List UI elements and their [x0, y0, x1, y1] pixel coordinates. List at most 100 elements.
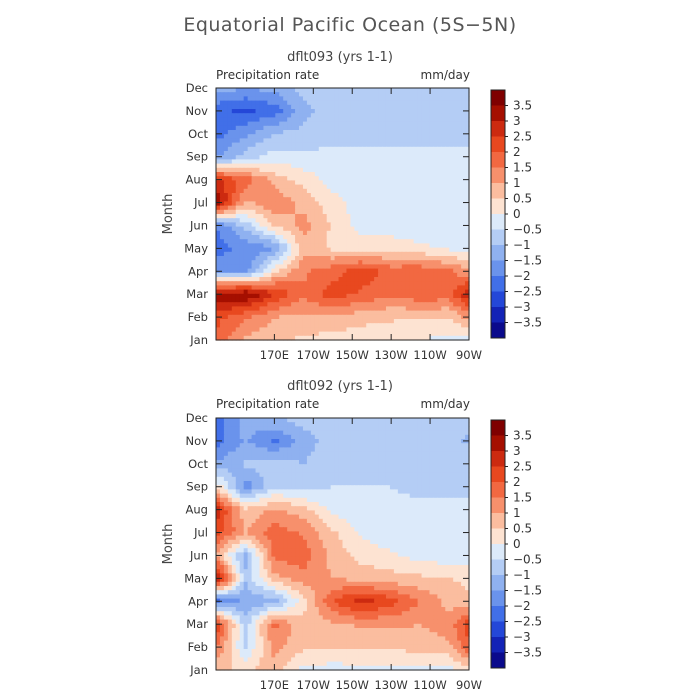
heatmap-cell — [342, 104, 348, 110]
heatmap-cell — [358, 184, 363, 190]
heatmap-cell — [239, 146, 245, 152]
heatmap-cell — [243, 298, 249, 303]
heatmap-cell — [457, 197, 462, 202]
heatmap-cell — [397, 335, 403, 341]
heatmap-cell — [302, 481, 308, 486]
heatmap-cell — [350, 272, 355, 278]
heatmap-cell — [279, 226, 284, 232]
heatmap-cell — [216, 88, 221, 93]
heatmap-cell — [334, 256, 340, 261]
heatmap-cell — [306, 134, 312, 139]
heatmap-cell — [453, 310, 458, 316]
heatmap-cell — [401, 109, 407, 114]
heatmap-cell — [306, 205, 312, 211]
heatmap-cell — [441, 426, 446, 432]
heatmap-cell — [302, 272, 308, 278]
heatmap-cell — [457, 430, 462, 436]
heatmap-cell — [465, 96, 470, 102]
heatmap-cell — [235, 451, 241, 457]
heatmap-cell — [421, 218, 427, 223]
heatmap-cell — [271, 302, 276, 307]
heatmap-cell — [243, 130, 249, 135]
heatmap-cell — [429, 319, 435, 324]
heatmap-cell — [310, 481, 316, 486]
heatmap-cell — [216, 104, 221, 110]
heatmap-cell — [338, 104, 344, 110]
heatmap-cell — [247, 455, 253, 461]
heatmap-cell — [259, 163, 265, 169]
heatmap-cell — [385, 92, 391, 97]
heatmap-cell — [263, 176, 268, 181]
heatmap-cell — [219, 430, 225, 436]
heatmap-cell — [401, 180, 407, 186]
heatmap-cell — [457, 134, 462, 139]
heatmap-cell — [259, 239, 265, 244]
heatmap-cell — [457, 451, 462, 457]
heatmap-cell — [417, 201, 423, 207]
heatmap-cell — [354, 125, 359, 131]
heatmap-cell — [429, 134, 435, 139]
heatmap-cell — [275, 188, 280, 194]
heatmap-cell — [421, 430, 427, 436]
heatmap-cell — [279, 163, 284, 169]
heatmap-cell — [326, 302, 332, 307]
heatmap-cell — [445, 159, 450, 165]
heatmap-cell — [461, 335, 466, 341]
heatmap-cell — [322, 117, 328, 123]
heatmap-cell — [401, 151, 407, 156]
heatmap-cell — [330, 293, 336, 299]
heatmap-cell — [362, 260, 367, 265]
heatmap-cell — [251, 455, 257, 461]
heatmap-cell — [239, 335, 245, 341]
heatmap-cell — [299, 335, 304, 341]
heatmap-cell — [393, 319, 399, 324]
heatmap-cell — [302, 226, 308, 232]
heatmap-cell — [259, 464, 265, 469]
heatmap-cell — [255, 472, 261, 478]
heatmap-cell — [437, 100, 442, 106]
heatmap-cell — [374, 264, 379, 270]
heatmap-cell — [397, 306, 403, 312]
heatmap-cell — [295, 277, 300, 282]
heatmap-cell — [223, 100, 229, 106]
heatmap-cell — [366, 281, 371, 286]
heatmap-cell — [334, 451, 340, 457]
colorbar-label: 1.5 — [513, 161, 532, 175]
heatmap-cell — [299, 155, 304, 160]
heatmap-cell — [299, 247, 304, 253]
heatmap-cell — [441, 455, 446, 461]
heatmap-cell — [346, 310, 351, 316]
heatmap-cell — [310, 109, 316, 114]
heatmap-cell — [326, 163, 332, 169]
heatmap-cell — [219, 323, 225, 328]
heatmap-cell — [255, 264, 261, 270]
heatmap-cell — [385, 197, 391, 202]
heatmap-cell — [358, 214, 363, 219]
heatmap-cell — [385, 201, 391, 207]
heatmap-cell — [350, 426, 355, 432]
heatmap-cell — [318, 460, 324, 465]
heatmap-cell — [433, 277, 438, 282]
heatmap-cell — [382, 235, 387, 240]
heatmap-cell — [219, 151, 225, 156]
heatmap-cell — [275, 193, 280, 198]
heatmap-cell — [382, 172, 387, 177]
heatmap-cell — [283, 327, 288, 333]
heatmap-cell — [231, 92, 237, 97]
heatmap-cell — [385, 163, 391, 169]
heatmap-cell — [302, 197, 308, 202]
heatmap-cell — [445, 468, 450, 474]
heatmap-cell — [374, 134, 379, 139]
colorbar-label: 3 — [513, 114, 521, 128]
heatmap-cell — [302, 426, 308, 432]
heatmap-cell — [362, 289, 367, 295]
heatmap-cell — [346, 443, 351, 448]
heatmap-cell — [362, 218, 367, 223]
heatmap-cell — [401, 443, 407, 448]
heatmap-cell — [350, 268, 355, 274]
heatmap-cell — [358, 285, 363, 291]
panel-top-colorbar: 3.532.521.510.50−0.5−1−1.5−2−2.5−3−3.5 — [490, 89, 542, 339]
heatmap-cell — [437, 310, 442, 316]
heatmap-cell — [429, 310, 435, 316]
heatmap-cell — [275, 285, 280, 291]
